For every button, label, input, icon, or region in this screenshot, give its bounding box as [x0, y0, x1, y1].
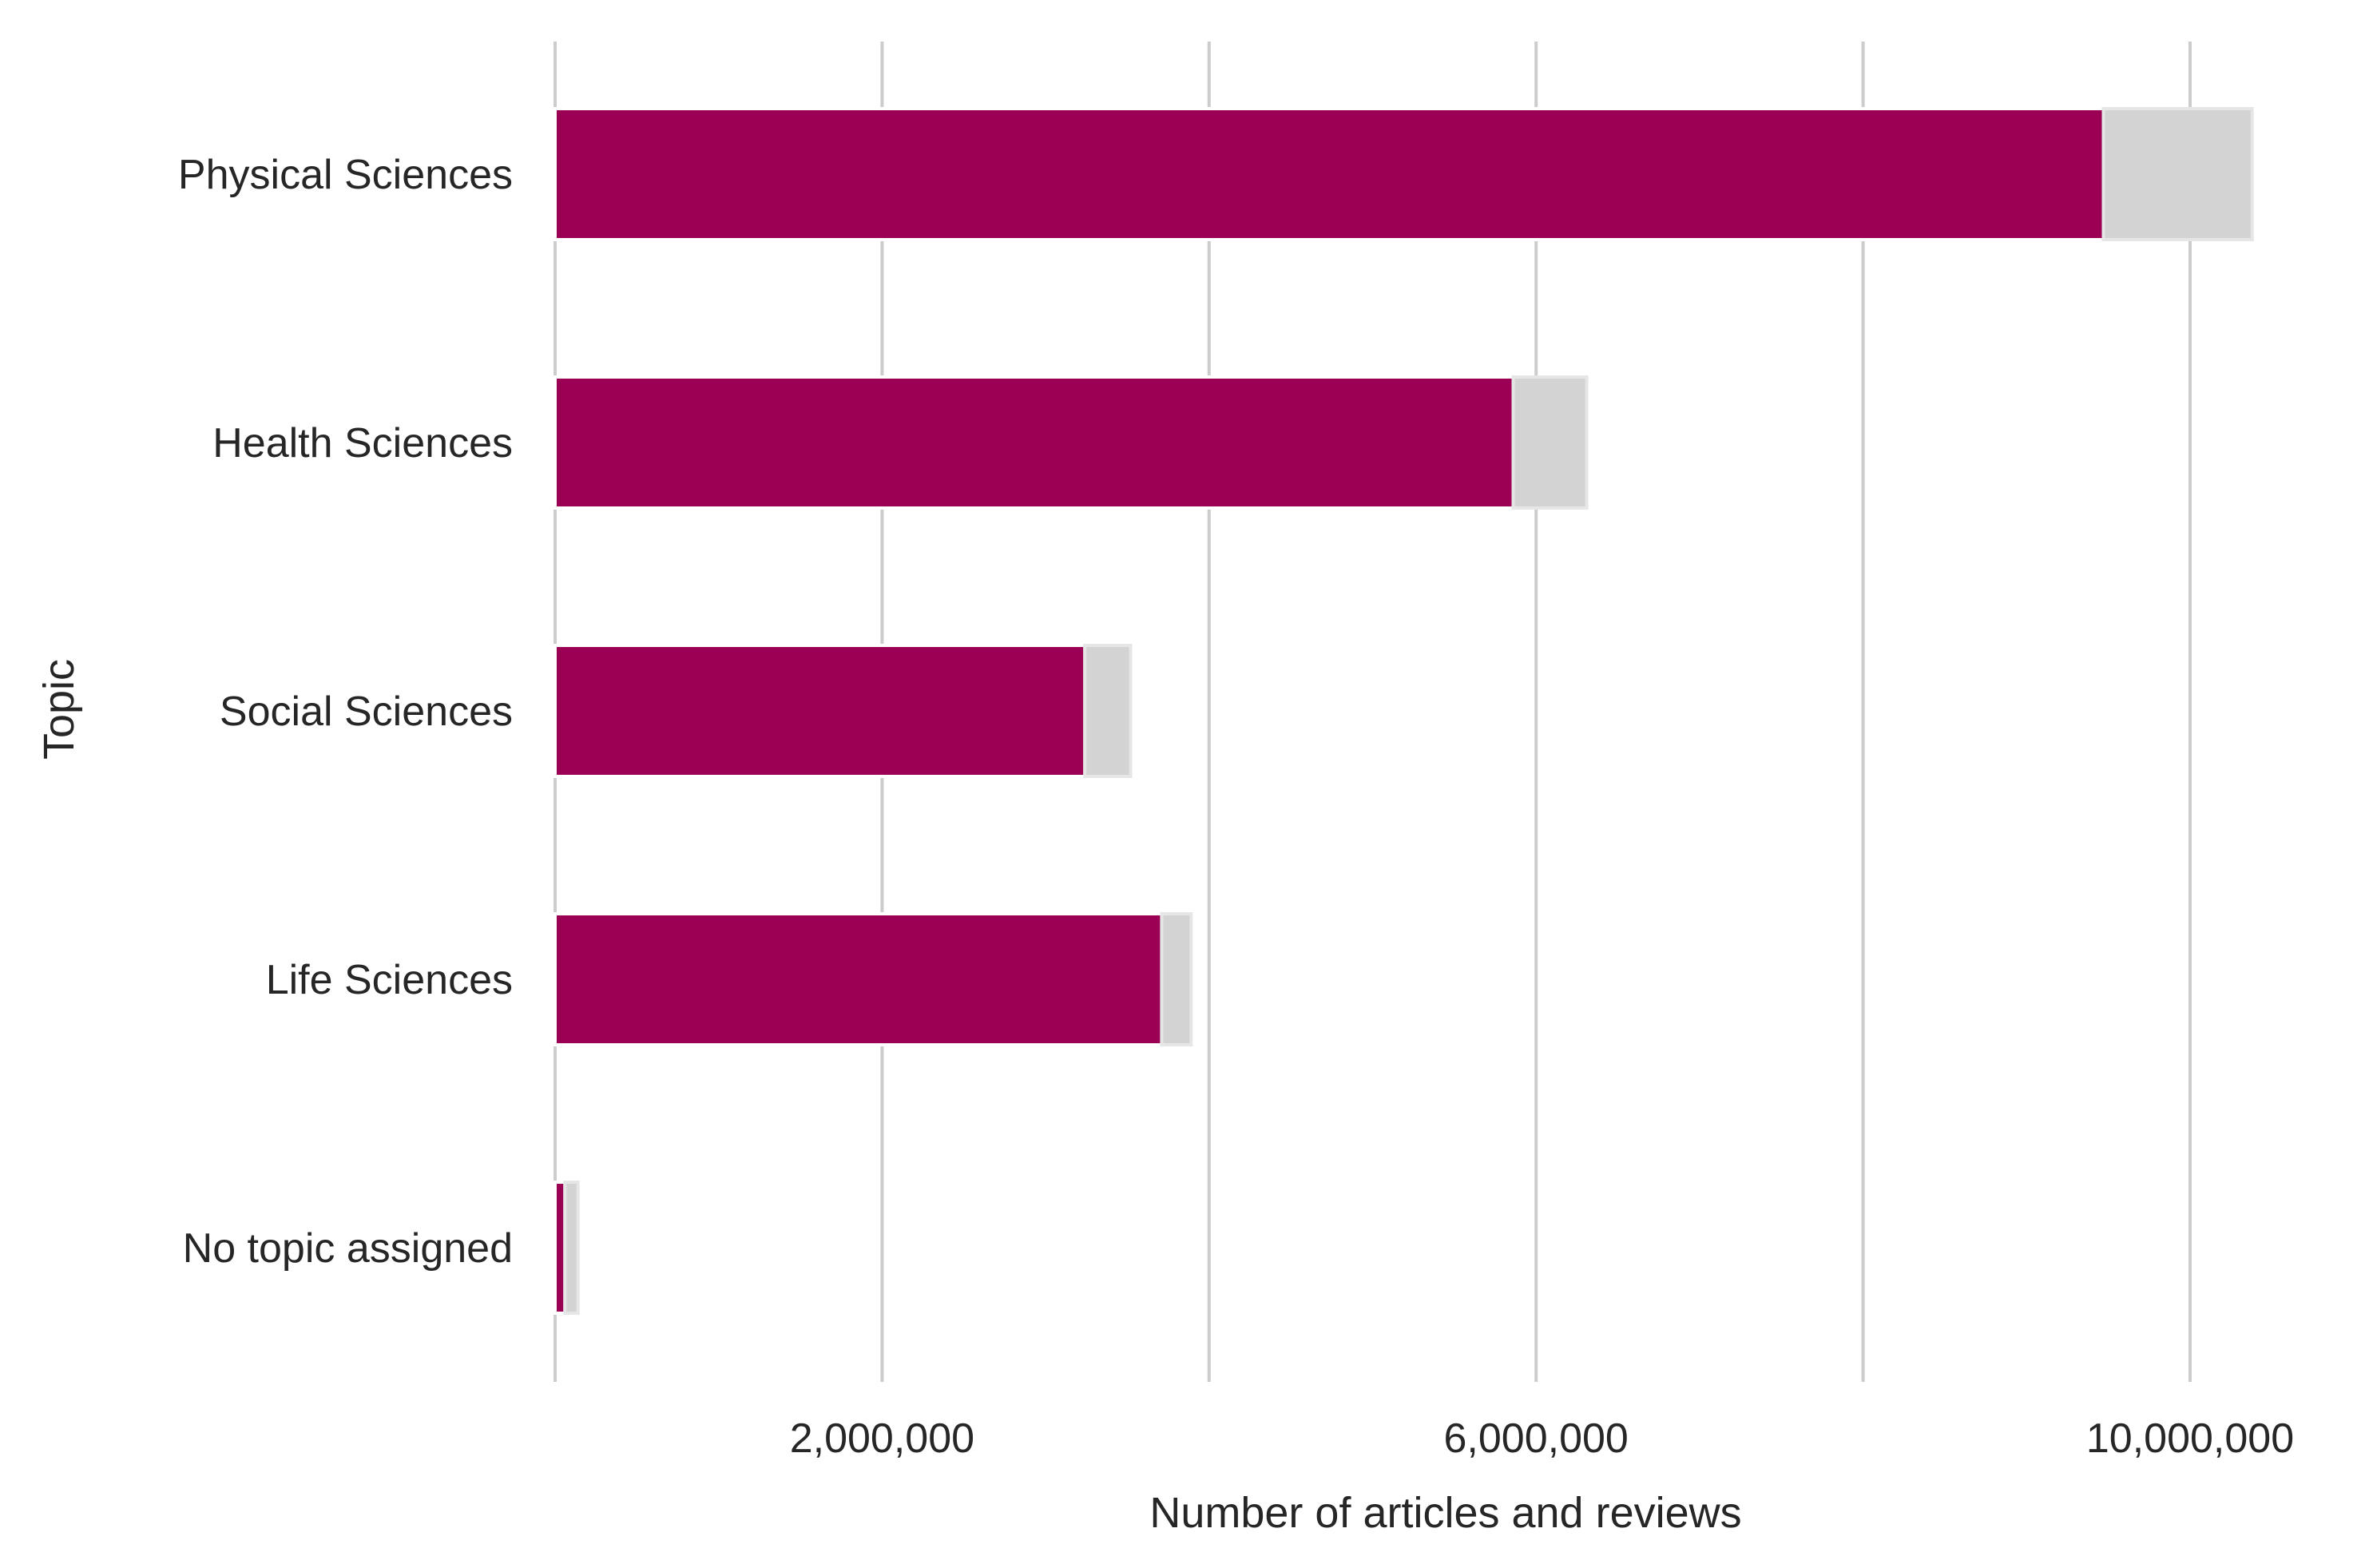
bar-secondary-4 — [563, 1181, 580, 1315]
x-tick-label: 10,000,000 — [2086, 1415, 2294, 1462]
y-tick-label: Physical Sciences — [178, 152, 513, 198]
bar-secondary-0 — [2101, 107, 2254, 241]
y-axis-title: Topic — [35, 659, 83, 760]
bar-primary-0 — [554, 107, 2105, 241]
x-tick-labels: 2,000,000 6,000,000 10,000,000 — [790, 1415, 2294, 1462]
bar-secondary-2 — [1083, 644, 1133, 778]
bar-primary-1 — [554, 375, 1515, 510]
bar-primary-3 — [554, 912, 1164, 1046]
y-tick-label: Health Sciences — [212, 420, 513, 466]
y-tick-labels: Physical Sciences Health Sciences Social S… — [178, 152, 513, 1272]
x-axis-title: Number of articles and reviews — [1149, 1489, 1741, 1537]
x-tick-label: 2,000,000 — [790, 1415, 974, 1462]
y-tick-label: No topic assigned — [183, 1225, 513, 1272]
bar-primary-2 — [554, 644, 1087, 778]
x-tick-label: 6,000,000 — [1444, 1415, 1629, 1462]
bars — [554, 107, 2254, 1315]
y-tick-label: Life Sciences — [266, 957, 513, 1003]
grid-lines — [554, 42, 2192, 1382]
y-tick-label: Social Sciences — [220, 689, 513, 735]
bar-secondary-1 — [1511, 375, 1589, 510]
bar-secondary-3 — [1160, 912, 1193, 1046]
